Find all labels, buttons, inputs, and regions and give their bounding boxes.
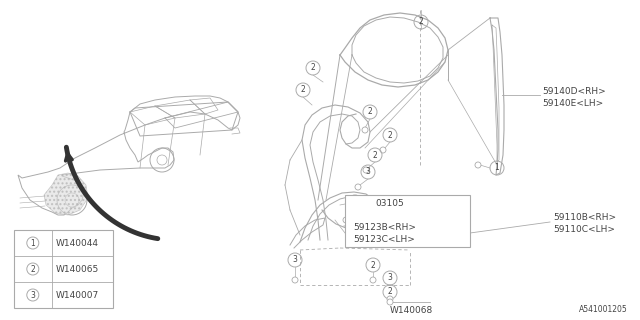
Bar xyxy=(345,195,470,247)
Text: 59140D<RH>: 59140D<RH> xyxy=(542,86,605,95)
Circle shape xyxy=(362,127,368,133)
Text: A541001205: A541001205 xyxy=(579,305,628,314)
Circle shape xyxy=(475,162,481,168)
Circle shape xyxy=(292,277,298,283)
Circle shape xyxy=(387,299,393,305)
Text: 3: 3 xyxy=(292,255,298,265)
Polygon shape xyxy=(44,173,88,215)
Text: 3: 3 xyxy=(30,291,35,300)
Text: 2: 2 xyxy=(310,63,316,73)
Text: 03105: 03105 xyxy=(375,199,404,209)
Text: W140044: W140044 xyxy=(56,238,99,247)
Text: 1: 1 xyxy=(495,164,499,172)
Text: 2: 2 xyxy=(353,197,357,206)
Text: 59140E<LH>: 59140E<LH> xyxy=(542,99,604,108)
Circle shape xyxy=(363,167,369,173)
Text: 2: 2 xyxy=(367,108,372,116)
Text: W140065: W140065 xyxy=(56,265,99,274)
Circle shape xyxy=(387,296,393,302)
Text: W140068: W140068 xyxy=(390,306,433,315)
Text: 3: 3 xyxy=(365,167,371,177)
Text: 2: 2 xyxy=(372,150,378,159)
Text: 59110B<RH>: 59110B<RH> xyxy=(553,213,616,222)
Bar xyxy=(14,230,113,308)
Circle shape xyxy=(355,184,361,190)
Text: 59110C<LH>: 59110C<LH> xyxy=(553,226,615,235)
Text: 3: 3 xyxy=(388,274,392,283)
Text: 2: 2 xyxy=(301,85,305,94)
Text: 2: 2 xyxy=(31,265,35,274)
Text: 59123B<RH>: 59123B<RH> xyxy=(353,222,416,231)
Text: W140007: W140007 xyxy=(56,291,99,300)
Circle shape xyxy=(343,217,349,223)
Text: 2: 2 xyxy=(419,18,424,27)
Text: 2: 2 xyxy=(388,131,392,140)
Text: 2: 2 xyxy=(371,260,376,269)
Text: 59123C<LH>: 59123C<LH> xyxy=(353,235,415,244)
Circle shape xyxy=(370,277,376,283)
Text: 1: 1 xyxy=(31,238,35,247)
Text: 2: 2 xyxy=(388,287,392,297)
Circle shape xyxy=(380,147,386,153)
